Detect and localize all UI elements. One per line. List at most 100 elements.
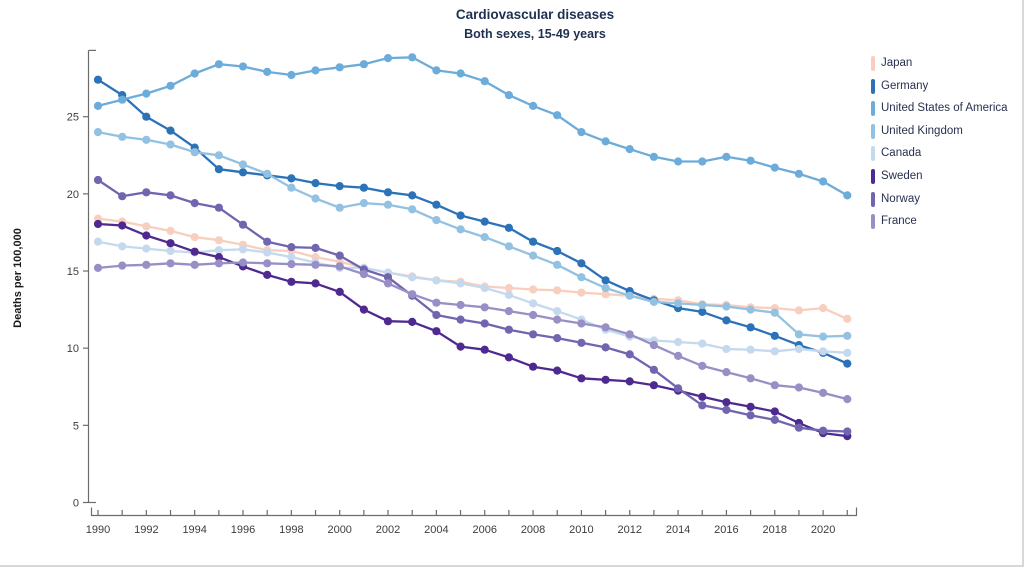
data-point [190, 199, 199, 208]
legend-item-japan[interactable]: Japan [871, 55, 1008, 72]
legend-item-sweden[interactable]: Sweden [871, 168, 1008, 185]
svg-text:1990: 1990 [86, 524, 110, 536]
data-point [529, 330, 538, 339]
data-point [553, 334, 562, 343]
data-point [698, 157, 707, 166]
legend-label: United Kingdom [881, 124, 963, 137]
data-point [819, 177, 828, 186]
data-point [480, 283, 489, 293]
data-point [238, 258, 248, 267]
legend-item-norway[interactable]: Norway [871, 191, 1008, 208]
data-point [794, 306, 804, 315]
data-point [553, 307, 562, 316]
data-point [794, 169, 804, 178]
data-point [843, 314, 852, 323]
data-point [93, 263, 103, 272]
data-point [577, 128, 586, 137]
data-point [649, 381, 659, 390]
data-point [722, 316, 731, 325]
data-point [359, 305, 368, 314]
data-point [383, 54, 393, 63]
data-point [625, 350, 634, 359]
data-point [142, 231, 151, 240]
data-point [843, 427, 852, 436]
data-point [214, 60, 223, 69]
data-point [770, 308, 779, 317]
data-point [698, 307, 707, 316]
legend-swatch-icon [871, 214, 875, 230]
data-point [674, 299, 683, 308]
svg-text:1992: 1992 [134, 524, 158, 536]
data-point [311, 179, 320, 188]
data-point [287, 174, 296, 183]
data-point [504, 290, 513, 299]
data-point [746, 374, 755, 383]
data-point [238, 160, 248, 169]
data-point [601, 375, 610, 384]
svg-text:2000: 2000 [327, 524, 351, 536]
data-point [553, 260, 562, 269]
data-point [359, 183, 368, 192]
data-point [794, 344, 804, 354]
data-point [287, 70, 296, 80]
data-point [359, 270, 368, 279]
legend-swatch-icon [871, 191, 875, 207]
data-point [553, 111, 562, 120]
data-point [214, 165, 223, 174]
data-point [601, 343, 610, 352]
data-point [843, 331, 852, 340]
data-point [746, 305, 755, 314]
data-point [529, 285, 538, 294]
data-point [819, 332, 828, 341]
data-point [746, 411, 755, 420]
data-point [263, 169, 272, 178]
data-point [118, 132, 127, 141]
data-point [287, 183, 296, 192]
series-germany [93, 75, 852, 368]
data-point [359, 199, 368, 208]
data-point [263, 67, 272, 76]
svg-text:2016: 2016 [714, 524, 738, 536]
legend-swatch-icon [871, 101, 875, 117]
legend-item-united-states-of-america[interactable]: United States of America [871, 100, 1008, 117]
data-point [214, 203, 223, 212]
data-point [118, 192, 127, 201]
data-point [432, 216, 441, 225]
data-point [166, 246, 175, 256]
data-point [819, 388, 828, 397]
data-point [746, 345, 755, 354]
data-point [166, 259, 175, 268]
data-point [480, 233, 489, 242]
legend-item-germany[interactable]: Germany [871, 78, 1008, 95]
legend-item-france[interactable]: France [871, 213, 1008, 230]
data-point [770, 407, 779, 416]
data-point [142, 244, 151, 253]
data-point [770, 331, 779, 340]
data-point [190, 247, 199, 256]
data-point [118, 261, 127, 270]
data-point [625, 145, 634, 154]
data-point [480, 319, 489, 328]
data-point [746, 323, 755, 332]
data-point [577, 319, 586, 328]
data-point [698, 361, 707, 370]
data-point [287, 243, 296, 252]
data-point [214, 246, 223, 255]
legend-item-united-kingdom[interactable]: United Kingdom [871, 123, 1008, 140]
data-point [383, 279, 393, 288]
data-point [456, 69, 465, 78]
data-point [93, 175, 103, 185]
svg-text:2010: 2010 [569, 524, 593, 536]
data-point [263, 270, 272, 279]
data-point [480, 303, 489, 312]
data-point [625, 330, 634, 339]
legend-item-canada[interactable]: Canada [871, 145, 1008, 162]
data-point [408, 317, 417, 326]
data-point [722, 398, 731, 407]
data-point [142, 260, 151, 269]
data-point [625, 377, 634, 386]
data-point [504, 91, 513, 100]
data-point [843, 359, 852, 368]
data-point [432, 66, 441, 75]
data-point [93, 219, 103, 229]
